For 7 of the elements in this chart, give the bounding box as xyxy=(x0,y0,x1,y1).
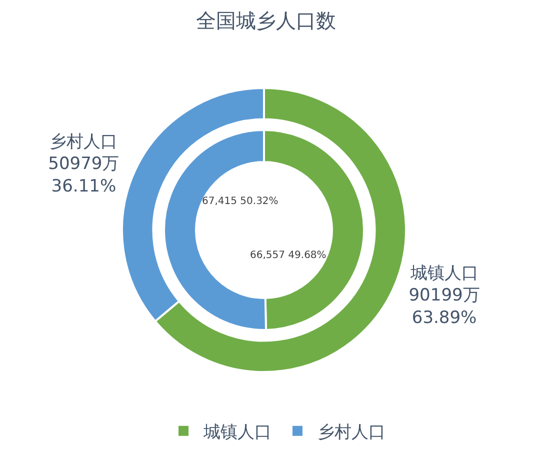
legend-label: 乡村人口 xyxy=(318,422,386,442)
chart-title: 全国城乡人口数 xyxy=(196,8,336,33)
data-label: 66,557 49.68% xyxy=(250,250,326,261)
data-label: 城镇人口 90199万 63.89% xyxy=(408,264,480,328)
data-label: 67,415 50.32% xyxy=(202,196,278,207)
data-label: 乡村人口 50979万 36.11% xyxy=(48,132,120,196)
legend-label: 城镇人口 xyxy=(202,422,272,442)
